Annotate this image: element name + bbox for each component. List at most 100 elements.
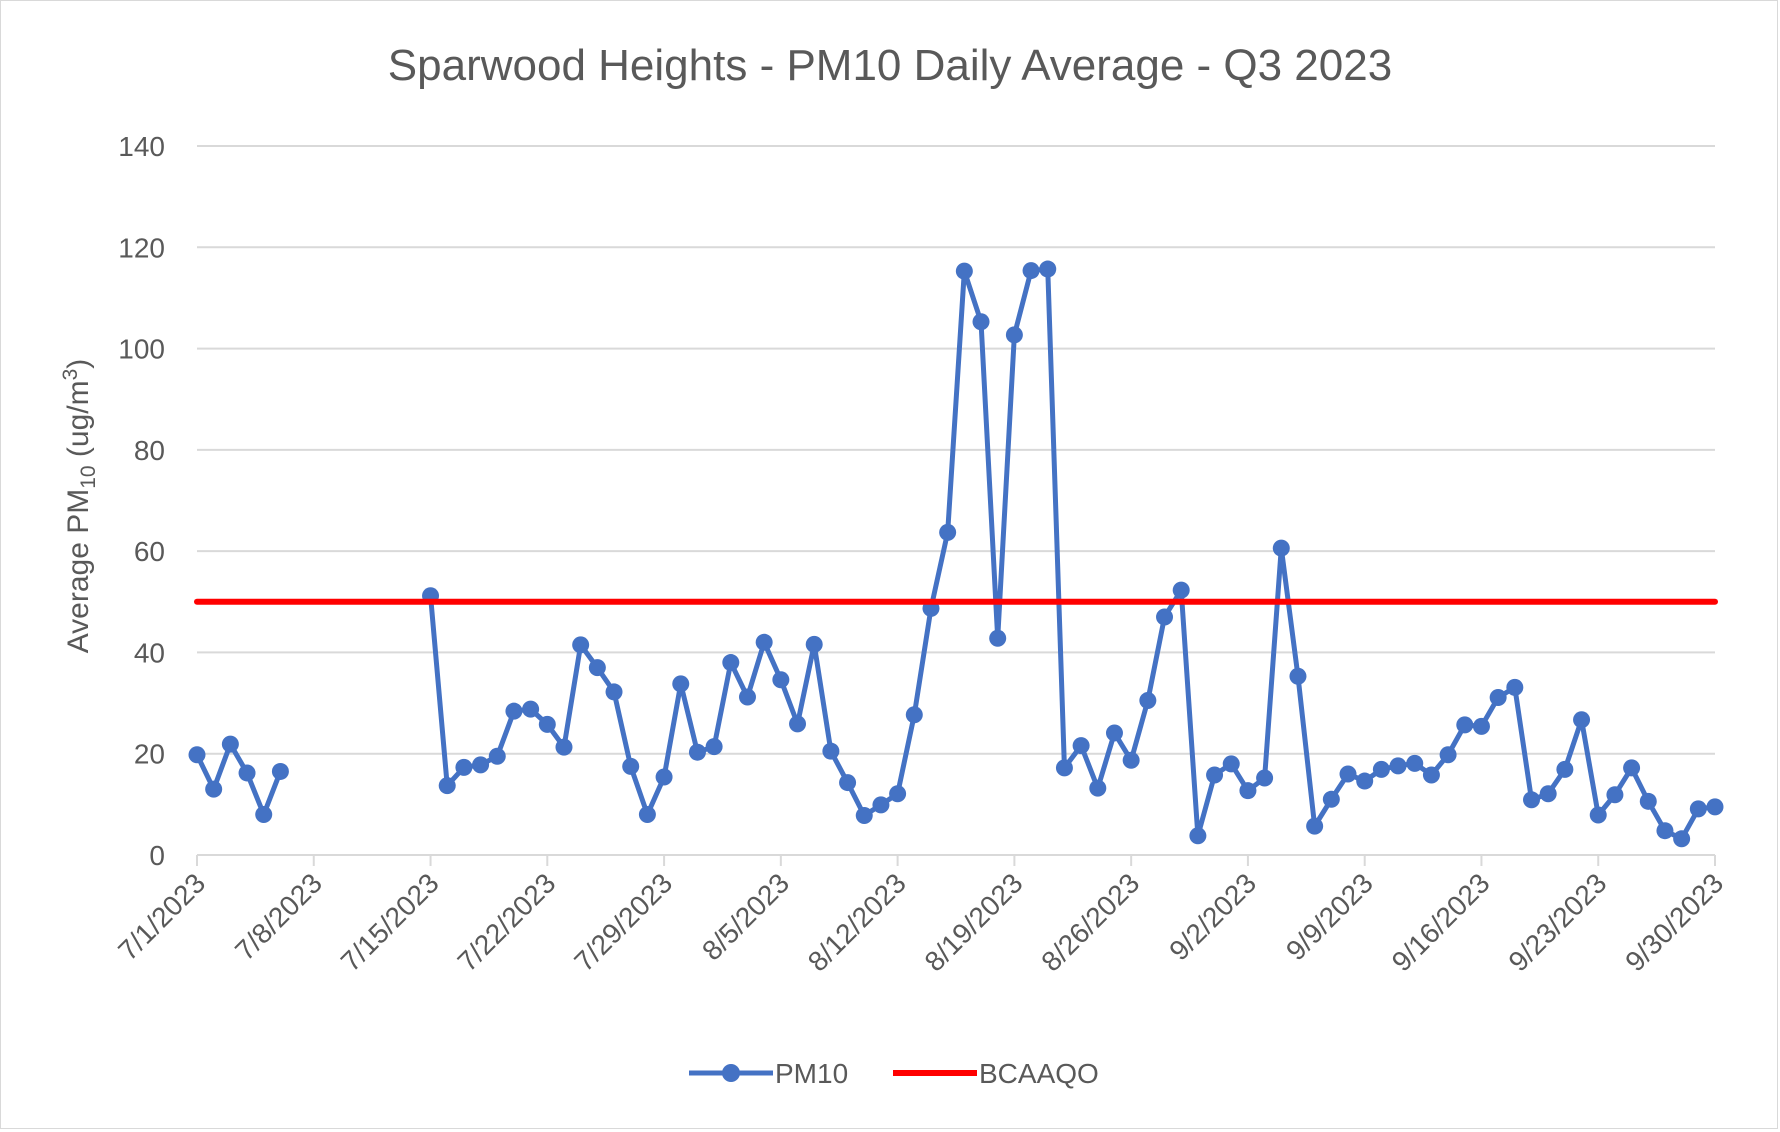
data-point [855,806,873,824]
y-axis-label-superscript: 3 [59,369,82,381]
data-point [1606,786,1624,804]
data-point [1256,769,1274,787]
data-point [655,768,673,786]
y-axis-label-suffix: ) [62,359,95,369]
series-pm10 [188,260,1724,848]
data-point [822,742,840,760]
data-point [1406,754,1424,772]
y-tick-label: 60 [134,536,165,567]
data-point [1122,751,1140,769]
data-point [1055,759,1073,777]
data-point [1573,711,1591,729]
data-point [1356,772,1374,790]
y-tick-label: 40 [134,637,165,668]
legend-item-bcaaqo: BCAAQO [893,1058,1099,1089]
data-point [1105,724,1123,742]
data-point [488,747,506,765]
data-point [989,629,1007,647]
data-point [839,774,857,792]
x-tick-label: 7/22/2023 [452,867,562,977]
data-point [1556,760,1574,778]
data-point [638,805,656,823]
y-axis-label-subscript: 10 [77,465,100,488]
legend-item-pm10: PM10 [689,1058,848,1089]
grid-lines [197,145,1715,755]
data-point [1439,746,1457,764]
data-point [1206,766,1224,784]
data-point [1039,260,1057,278]
x-tick-labels: 7/1/2023 7/8/2023 7/15/2023 7/22/2023 7/29/2… [112,867,1729,977]
data-point [772,671,790,689]
data-point [688,743,706,761]
data-point [972,313,990,331]
x-tick-label: 7/1/2023 [112,867,211,966]
data-point [1289,667,1307,685]
data-point [1322,790,1340,808]
data-point [1089,779,1107,797]
data-point [505,702,523,720]
x-tick-label: 7/8/2023 [229,867,328,966]
data-point [1022,262,1040,280]
data-point [789,715,807,733]
data-point [455,758,473,776]
data-point [1005,326,1023,344]
data-point [738,688,756,706]
data-point [1339,765,1357,783]
x-tick-label: 9/2/2023 [1163,867,1262,966]
x-tick-label: 8/19/2023 [919,867,1029,977]
data-point [1306,817,1324,835]
data-point [872,796,890,814]
data-point [1389,757,1407,775]
x-tick-label: 9/9/2023 [1280,867,1379,966]
x-axis [196,854,1716,866]
x-tick-label: 8/26/2023 [1035,867,1145,977]
data-point [1539,785,1557,803]
data-point [1706,798,1724,816]
data-point [705,738,723,756]
y-tick-label: 0 [149,840,165,871]
data-point [722,654,740,672]
data-point [1623,759,1641,777]
data-point [1673,830,1691,848]
y-tick-label: 80 [134,435,165,466]
data-point [1689,800,1707,818]
data-point [939,523,957,541]
data-point [1156,608,1174,626]
data-point [522,700,540,718]
y-axis-label-prefix: Average PM [62,489,95,654]
data-point [221,735,239,753]
data-point [905,706,923,724]
x-tick-label: 9/23/2023 [1502,867,1612,977]
data-point [1222,755,1240,773]
data-point [255,805,273,823]
data-point [188,746,206,764]
legend-label: BCAAQO [979,1058,1099,1089]
data-point [1139,692,1157,710]
data-point [472,756,490,774]
y-tick-labels: 0 20 40 60 80 100 120 140 [118,131,165,871]
data-point [238,764,256,782]
data-point [1656,822,1674,840]
data-point [755,633,773,651]
data-point [805,635,823,653]
y-axis-label: Average PM10 (ug/m3) [59,359,100,654]
data-point [955,262,973,280]
y-tick-label: 20 [134,739,165,770]
x-tick-label: 9/16/2023 [1386,867,1496,977]
data-point [1472,717,1490,735]
data-point [1489,689,1507,707]
x-tick-label: 8/12/2023 [802,867,912,977]
data-point [1506,678,1524,696]
data-point [1639,792,1657,810]
data-point [1172,581,1190,599]
data-point [538,715,556,733]
data-point [672,675,690,693]
chart-title: Sparwood Heights - PM10 Daily Average - … [388,41,1392,90]
x-tick-label: 7/29/2023 [568,867,678,977]
data-point [1372,760,1390,778]
x-tick-label: 7/15/2023 [335,867,445,977]
data-point [1072,737,1090,755]
data-point [605,683,623,701]
data-point [438,777,456,795]
